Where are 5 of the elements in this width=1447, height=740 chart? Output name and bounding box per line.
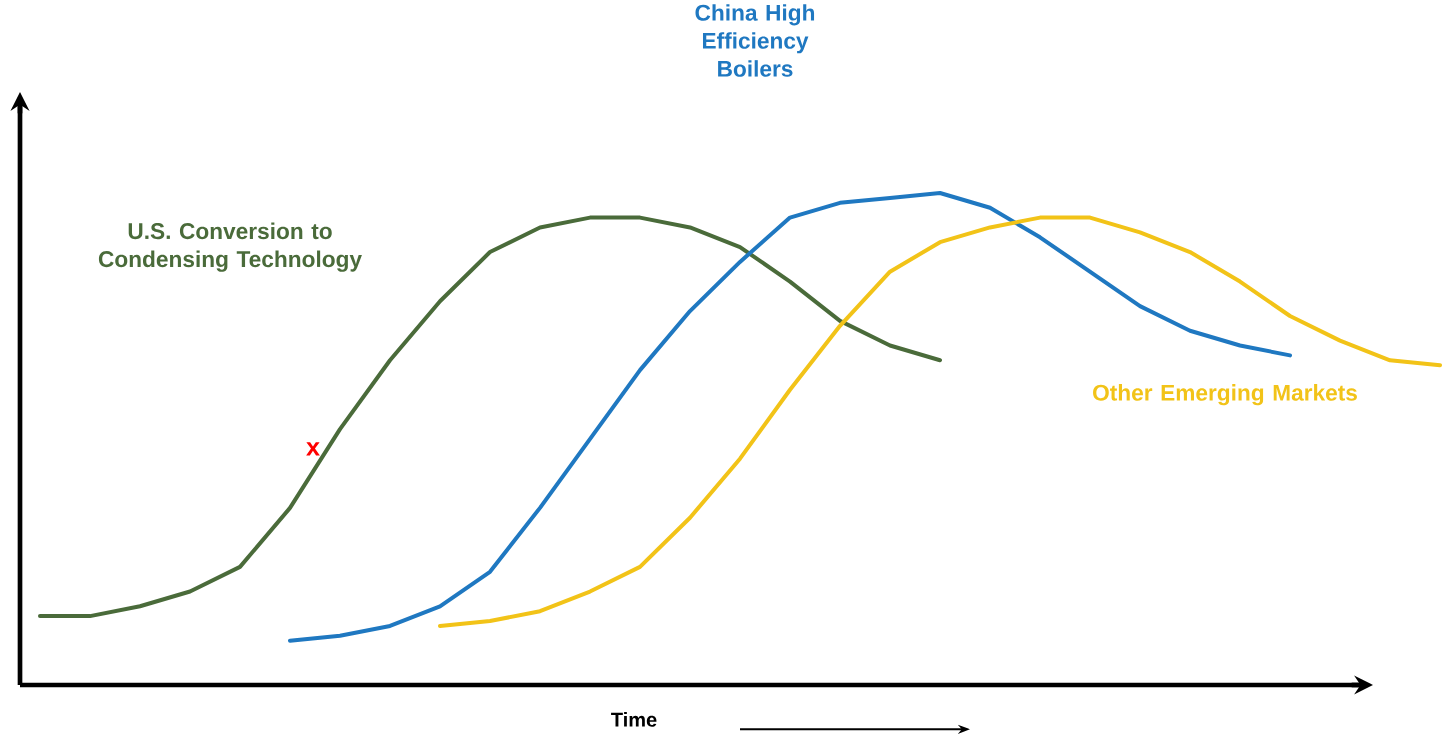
x-axis-title: Time (611, 712, 657, 727)
text: U.S. Conversion to Condensing Technology (98, 222, 362, 272)
text: China High Efficiency Boilers (695, 4, 815, 77)
series-label: Other Emerging Markets (1093, 384, 1357, 406)
annotation: x (306, 442, 320, 456)
